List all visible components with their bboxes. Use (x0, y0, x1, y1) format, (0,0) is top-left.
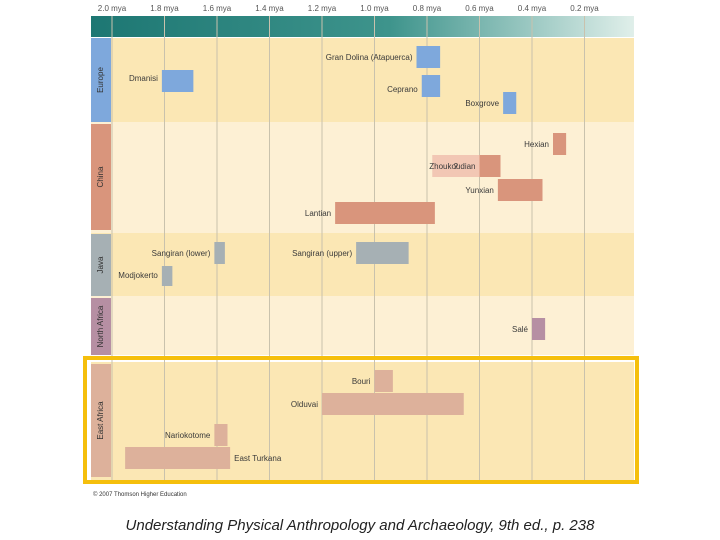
x-tick-label: 1.2 mya (308, 4, 337, 13)
site-label: Boxgrove (465, 99, 499, 108)
site-label: Ceprano (387, 85, 418, 94)
site-bar-nariokotome (214, 424, 228, 446)
site-label: Zhoukoudian (429, 162, 475, 171)
site-bar-east-turkana (125, 447, 231, 469)
region-label-java: Java (96, 256, 105, 273)
site-label: Sangiran (upper) (292, 249, 352, 258)
site-bars (125, 46, 567, 469)
site-label: Olduvai (291, 400, 318, 409)
site-label: Dmanisi (129, 74, 158, 83)
region-label-east-africa: East Africa (96, 401, 105, 440)
region-label-china: China (96, 166, 105, 187)
region-tab-europe (91, 38, 111, 122)
site-label: Bouri (352, 377, 371, 386)
site-bar-gran-dolina-atapuerca (416, 46, 441, 68)
x-tick-label: 1.8 mya (150, 4, 179, 13)
x-tick-label: 1.6 mya (203, 4, 232, 13)
site-label: Sangiran (lower) (152, 249, 211, 258)
x-tick-label: 0.2 mya (570, 4, 599, 13)
site-bar-dmanisi (161, 70, 194, 92)
x-tick-label: 0.4 mya (518, 4, 547, 13)
site-label: East Turkana (234, 454, 282, 463)
site-bar-ceprano (421, 75, 441, 97)
x-tick-label: 1.4 mya (255, 4, 284, 13)
site-labels: Gran Dolina (Atapuerca) Dmanisi Ceprano Box… (118, 53, 549, 463)
x-tick-label: 0.6 mya (465, 4, 494, 13)
site-bar-sangiran-lower (214, 242, 225, 264)
site-bar-modjokerto (161, 266, 173, 286)
copyright-notice: © 2007 Thomson Higher Education (93, 492, 187, 498)
x-axis-ticks: 2.0 mya 1.8 mya 1.6 mya 1.4 mya 1.2 mya 1.0 m… (98, 4, 600, 13)
region-tab-china (91, 124, 111, 230)
region-tab-north-africa (91, 298, 111, 355)
region-label-europe: Europe (96, 67, 105, 93)
site-bar-olduvai (322, 393, 464, 415)
site-label: Lantian (305, 209, 331, 218)
region-tab-java (91, 234, 111, 296)
site-bar-sangiran-upper (356, 242, 409, 264)
time-axis-bar (91, 16, 634, 37)
site-bar-zhoukoudian (479, 155, 501, 177)
x-tick-label: 1.0 mya (360, 4, 389, 13)
region-label-north-africa: North Africa (96, 305, 105, 347)
x-tick-label: 2.0 mya (98, 4, 127, 13)
site-bar-sal (532, 318, 546, 340)
uncertain-marker: ? (454, 162, 459, 171)
site-bar-lantian (335, 202, 435, 224)
site-label: Gran Dolina (Atapuerca) (326, 53, 413, 62)
region-band-north-africa (91, 296, 634, 355)
site-label: Salé (512, 325, 529, 334)
site-bar-bouri (374, 370, 393, 392)
site-bar-hexian (553, 133, 567, 155)
site-label: Yunxian (465, 186, 493, 195)
source-caption: Understanding Physical Anthropology and … (125, 517, 595, 534)
region-tab-east-africa (91, 364, 111, 477)
site-label: Modjokerto (118, 271, 158, 280)
site-bar-yunxian (497, 179, 543, 201)
site-bar-boxgrove (503, 92, 517, 114)
site-label: Nariokotome (165, 431, 211, 440)
site-bar-zhoukoudian (432, 155, 480, 177)
east-africa-highlight-box (83, 356, 639, 484)
x-tick-label: 0.8 mya (413, 4, 442, 13)
site-label: Hexian (524, 140, 549, 149)
